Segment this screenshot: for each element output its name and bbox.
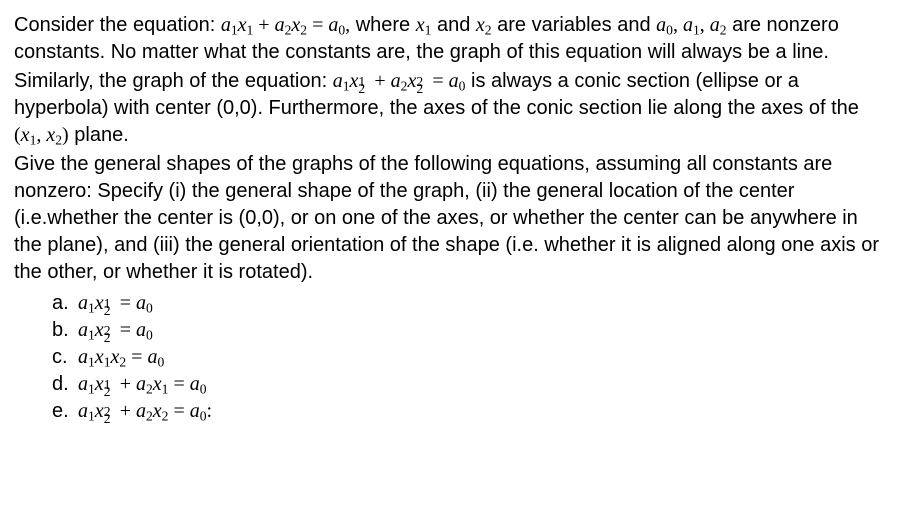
text: Similarly, the graph of the equation: [14, 70, 333, 92]
paragraph-1: Consider the equation: a1x1 + a2x2 = a0,… [14, 12, 890, 66]
var-x2: x2 [476, 14, 492, 36]
text: where [350, 14, 416, 36]
var-x1: x1 [416, 14, 432, 36]
text: plane. [69, 124, 129, 146]
text: Consider the equation: [14, 14, 221, 36]
list-letter: a. [52, 290, 78, 317]
list-item-e: e. a1x22 + a2x2 = a0: [52, 398, 890, 425]
text: and [431, 14, 475, 36]
paragraph-2: Similarly, the graph of the equation: a1… [14, 68, 890, 149]
equation-a: a1x12 = a0 [78, 290, 153, 317]
plane-x1x2: (x1, x2) [14, 124, 69, 146]
equation-list: a. a1x12 = a0 b. a1x22 = a0 c. a1x1x2 = … [14, 290, 890, 425]
list-letter: e. [52, 398, 78, 425]
list-item-b: b. a1x22 = a0 [52, 317, 890, 344]
equation-d: a1x12 + a2x1 = a0 [78, 371, 207, 398]
equation-b: a1x22 = a0 [78, 317, 153, 344]
paragraph-3: Give the general shapes of the graphs of… [14, 151, 890, 286]
equation-conic: a1x12 + a2x22 = a0 [333, 70, 466, 92]
vars-a: a0, a1, a2 [656, 14, 726, 36]
list-letter: c. [52, 344, 78, 371]
list-letter: b. [52, 317, 78, 344]
text: are variables and [492, 14, 657, 36]
list-item-a: a. a1x12 = a0 [52, 290, 890, 317]
list-item-d: d. a1x12 + a2x1 = a0 [52, 371, 890, 398]
list-letter: d. [52, 371, 78, 398]
equation-c: a1x1x2 = a0 [78, 344, 164, 371]
equation-linear: a1x1 + a2x2 = a0, [221, 14, 350, 36]
list-item-c: c. a1x1x2 = a0 [52, 344, 890, 371]
equation-e: a1x22 + a2x2 = a0: [78, 398, 212, 425]
